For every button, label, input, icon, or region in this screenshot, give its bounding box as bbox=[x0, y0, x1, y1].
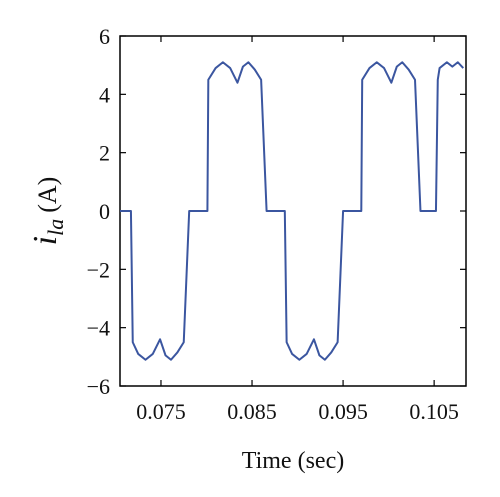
x-tick-label: 0.085 bbox=[227, 399, 277, 424]
x-axis-label: Time (sec) bbox=[242, 448, 344, 474]
y-axis-symbol: i bbox=[27, 236, 64, 245]
x-tick-label: 0.095 bbox=[318, 399, 368, 424]
series-line bbox=[120, 61, 464, 361]
y-tick-label: −2 bbox=[87, 257, 110, 282]
y-tick-label: −6 bbox=[87, 374, 110, 399]
y-tick-label: 2 bbox=[99, 141, 110, 166]
y-axis-subscript: la bbox=[43, 219, 68, 236]
svg-text:ila(A): ila (A) bbox=[27, 177, 68, 246]
y-tick-label: 4 bbox=[99, 82, 110, 107]
plot-frame bbox=[119, 35, 467, 387]
y-tick-label: 0 bbox=[99, 199, 110, 224]
ticks bbox=[120, 35, 466, 387]
tick-labels: 0.075 0.085 0.095 0.105 −6 −4 −2 0 2 4 6 bbox=[87, 24, 459, 424]
x-tick-label: 0.075 bbox=[136, 399, 186, 424]
y-axis-unit: (A) bbox=[33, 177, 62, 213]
y-axis-label: ila (A) bbox=[27, 177, 68, 246]
y-tick-label: 6 bbox=[99, 24, 110, 49]
y-tick-label: −4 bbox=[87, 316, 110, 341]
x-tick-label: 0.105 bbox=[409, 399, 459, 424]
